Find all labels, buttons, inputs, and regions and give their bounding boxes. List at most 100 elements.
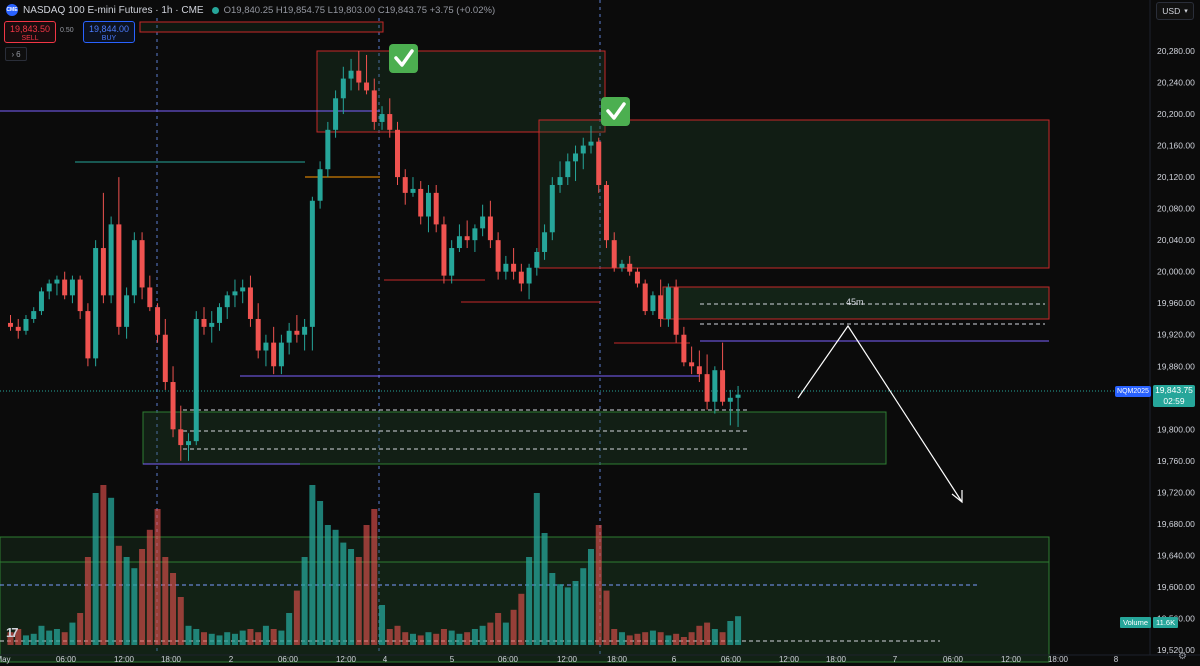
volume-bar	[719, 632, 726, 645]
candle-body	[294, 330, 300, 335]
candle-body	[31, 311, 37, 319]
price-axis-label: 20,280.00	[1157, 46, 1195, 56]
candle-body	[518, 271, 524, 284]
candle-body	[371, 90, 377, 122]
volume-bar	[355, 557, 362, 645]
candle-body	[356, 70, 362, 83]
time-axis-label: 18:00	[161, 655, 182, 664]
volume-bar	[262, 625, 269, 645]
chart-header: CME NASDAQ 100 E-mini Futures · 1h · CME…	[6, 3, 495, 17]
candle-body	[124, 295, 130, 327]
candle-body	[526, 267, 532, 284]
candle-body	[441, 224, 447, 276]
volume-value: 11.6K	[1153, 617, 1179, 628]
volume-bar	[69, 622, 76, 645]
candle-body	[186, 441, 192, 446]
candle-body	[619, 263, 625, 268]
candle-body	[534, 251, 540, 268]
volume-bar	[53, 629, 60, 645]
volume-bar	[301, 557, 308, 645]
volume-bar	[15, 629, 22, 645]
candle-body	[193, 318, 199, 442]
candle-body	[712, 370, 718, 402]
volume-bar	[456, 633, 463, 645]
buy-price: 19,844.00	[88, 24, 130, 34]
candle-body	[449, 248, 455, 276]
candle-body	[402, 177, 408, 193]
volume-bar	[572, 581, 579, 645]
candle-body	[209, 322, 215, 327]
candle-body	[271, 342, 277, 367]
volume-bar	[526, 557, 533, 645]
volume-bar	[657, 632, 664, 645]
volume-bar	[487, 622, 494, 645]
volume-bar	[673, 633, 680, 645]
candle-body	[116, 224, 122, 327]
gear-icon[interactable]: ⚙	[1178, 651, 1187, 662]
candle-body	[665, 287, 671, 319]
sell-button[interactable]: 19,843.50 SELL	[4, 21, 56, 43]
candle-body	[573, 153, 579, 162]
candle-body	[108, 224, 114, 296]
candle-body	[588, 141, 594, 146]
candle-body	[542, 232, 548, 252]
buy-button[interactable]: 19,844.00 BUY	[83, 21, 135, 43]
volume-bar	[649, 630, 656, 645]
candle-body	[77, 279, 83, 312]
candle-body	[155, 307, 161, 335]
volume-bar	[201, 632, 207, 645]
candle-body	[15, 326, 21, 331]
time-axis-label: 18:00	[607, 655, 628, 664]
volume-bar	[735, 616, 742, 645]
price-axis-label: 19,800.00	[1157, 424, 1195, 434]
candle-body	[8, 322, 13, 327]
candle-body	[23, 318, 29, 331]
candle-body	[340, 78, 346, 99]
tradingview-logo-icon[interactable]: 17	[6, 625, 19, 640]
volume-bar	[115, 545, 122, 645]
price-axis-label: 20,200.00	[1157, 109, 1195, 119]
candle-body	[696, 366, 702, 375]
volume-bar	[425, 632, 432, 645]
volume-bar	[7, 632, 14, 645]
volume-bar	[433, 633, 440, 645]
candle-body	[673, 287, 679, 335]
candle-body	[480, 216, 486, 229]
currency-select[interactable]: USD ▾	[1156, 2, 1194, 20]
volume-bar	[247, 629, 254, 645]
volume-bar	[471, 629, 478, 645]
volume-bar	[208, 633, 215, 645]
candle-body	[139, 240, 145, 288]
candle-body	[54, 279, 60, 284]
price-axis-label: 20,120.00	[1157, 172, 1195, 182]
candle-body	[689, 362, 695, 367]
candle-body	[62, 279, 68, 296]
volume-bar	[464, 632, 471, 645]
candle-body	[433, 192, 439, 225]
candle-body	[247, 287, 253, 319]
spread-value: 0.50	[60, 27, 74, 34]
candle-body	[658, 295, 664, 319]
symbol-title[interactable]: NASDAQ 100 E-mini Futures · 1h · CME	[23, 4, 204, 16]
volume-bar	[696, 625, 703, 645]
candle-body	[309, 200, 315, 327]
candle-body	[38, 291, 44, 312]
volume-bar	[309, 485, 316, 645]
volume-bar	[727, 621, 734, 645]
candle-body	[627, 263, 633, 272]
candle-body	[704, 374, 710, 402]
candle-body	[333, 98, 339, 130]
price-axis-label: 19,920.00	[1157, 330, 1195, 340]
candle-body	[650, 295, 656, 312]
volume-bar	[603, 590, 610, 645]
volume-bar	[711, 629, 718, 645]
candle-body	[395, 129, 400, 178]
candle-body	[286, 330, 292, 343]
price-axis-label: 19,760.00	[1157, 456, 1195, 466]
candle-body	[464, 236, 470, 241]
volume-bar	[688, 632, 695, 645]
volume-bar	[324, 525, 331, 645]
volume-bar	[626, 635, 633, 645]
indicators-toggle[interactable]: › 6	[5, 47, 27, 61]
